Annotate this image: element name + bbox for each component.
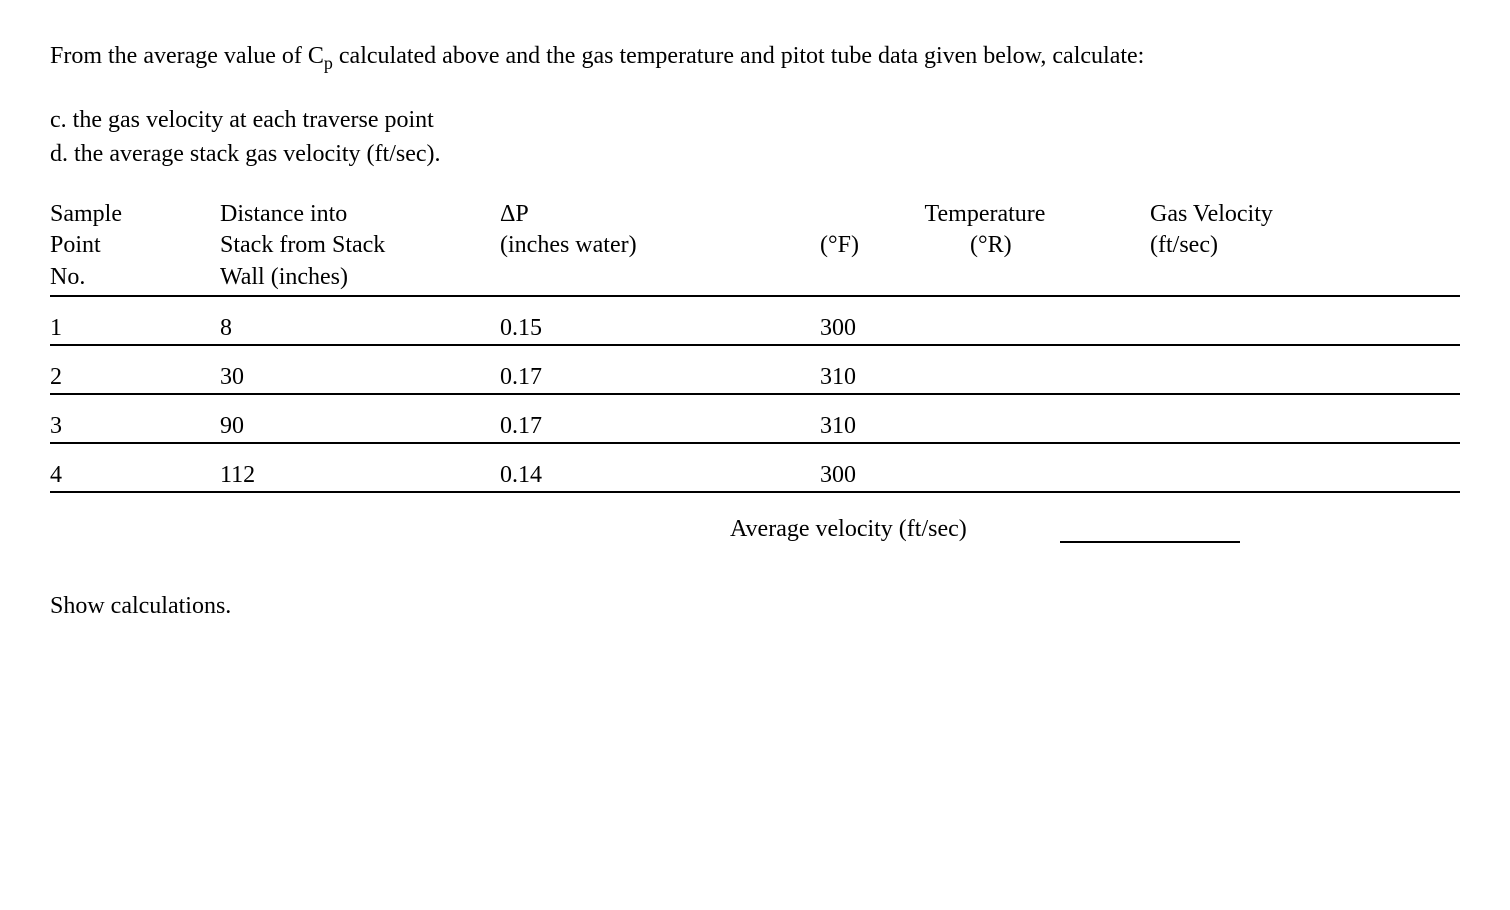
- header-distance: Distance into Stack from Stack Wall (inc…: [220, 199, 500, 293]
- table-row: 3 90 0.17 310: [50, 395, 1460, 444]
- cell-distance: 90: [220, 413, 500, 440]
- header-sample-line2: Point: [50, 230, 220, 261]
- cell-tempr: [970, 413, 1150, 440]
- cell-distance: 30: [220, 364, 500, 391]
- header-dp: ΔP (inches water): [500, 199, 820, 293]
- header-sample-line1: Sample: [50, 199, 220, 230]
- cell-distance: 8: [220, 315, 500, 342]
- table-header-row: Sample Point No. Distance into Stack fro…: [50, 199, 1460, 297]
- sub-items-list: c. the gas velocity at each traverse poi…: [50, 104, 1460, 171]
- cell-distance: 112: [220, 462, 500, 489]
- cell-tempr: [970, 315, 1150, 342]
- cell-dp: 0.14: [500, 462, 820, 489]
- header-distance-line3: Wall (inches): [220, 262, 500, 293]
- cell-velocity: [1150, 315, 1330, 342]
- average-blank: [1060, 515, 1240, 543]
- cell-tempr: [970, 364, 1150, 391]
- cell-velocity: [1150, 364, 1330, 391]
- header-velocity: Gas Velocity (ft/sec): [1150, 199, 1330, 293]
- cell-tempf: 300: [820, 315, 970, 342]
- intro-prefix: From the average value of C: [50, 43, 324, 69]
- cell-sample-no: 4: [50, 462, 220, 489]
- header-temp-top: Temperature: [820, 199, 1150, 230]
- average-label: Average velocity (ft/sec): [730, 516, 1060, 543]
- header-velocity-line2: (ft/sec): [1150, 230, 1330, 261]
- cell-dp: 0.15: [500, 315, 820, 342]
- intro-suffix: calculated above and the gas temperature…: [333, 43, 1144, 69]
- cell-sample-no: 3: [50, 413, 220, 440]
- header-temp-r: (°R): [970, 230, 1150, 261]
- sub-item-d: d. the average stack gas velocity (ft/se…: [50, 138, 1460, 172]
- cell-velocity: [1150, 462, 1330, 489]
- cell-tempf: 310: [820, 364, 970, 391]
- intro-paragraph: From the average value of Cp calculated …: [50, 40, 1460, 76]
- cell-sample-no: 2: [50, 364, 220, 391]
- header-sample: Sample Point No.: [50, 199, 220, 293]
- header-sample-line3: No.: [50, 262, 220, 293]
- cell-velocity: [1150, 413, 1330, 440]
- header-temp-f: (°F): [820, 230, 970, 261]
- cell-tempf: 310: [820, 413, 970, 440]
- show-calculations: Show calculations.: [50, 593, 1460, 620]
- table-row: 2 30 0.17 310: [50, 346, 1460, 395]
- cell-dp: 0.17: [500, 413, 820, 440]
- cell-tempf: 300: [820, 462, 970, 489]
- cell-tempr: [970, 462, 1150, 489]
- header-dp-line1: ΔP: [500, 199, 820, 230]
- sub-item-c: c. the gas velocity at each traverse poi…: [50, 104, 1460, 138]
- header-temperature: Temperature (°F) (°R): [820, 199, 1150, 293]
- header-dp-line2: (inches water): [500, 230, 820, 261]
- header-distance-line1: Distance into: [220, 199, 500, 230]
- cell-sample-no: 1: [50, 315, 220, 342]
- header-velocity-line1: Gas Velocity: [1150, 199, 1330, 230]
- cell-dp: 0.17: [500, 364, 820, 391]
- header-distance-line2: Stack from Stack: [220, 230, 500, 261]
- data-table: Sample Point No. Distance into Stack fro…: [50, 199, 1460, 543]
- intro-subscript: p: [324, 53, 333, 73]
- table-row: 4 112 0.14 300: [50, 444, 1460, 493]
- average-row: Average velocity (ft/sec): [50, 515, 1460, 543]
- table-row: 1 8 0.15 300: [50, 297, 1460, 346]
